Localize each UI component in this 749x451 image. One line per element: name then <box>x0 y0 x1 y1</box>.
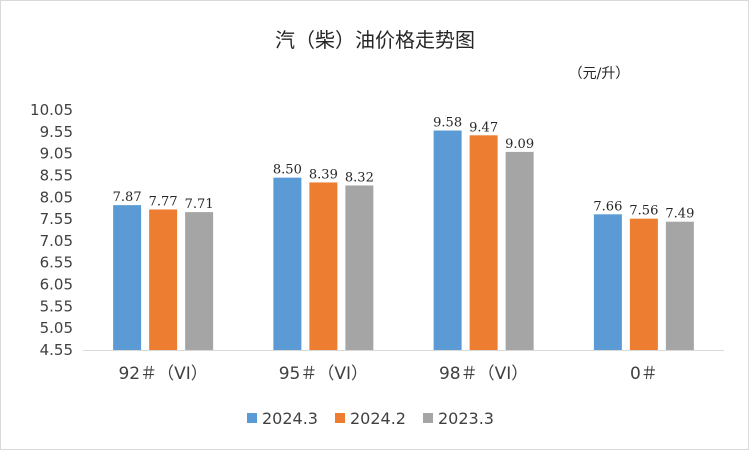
y-tick-label: 9.05 <box>40 145 73 163</box>
y-tick-label: 7.55 <box>40 210 73 228</box>
bar <box>185 212 214 350</box>
data-label: 7.49 <box>665 207 694 222</box>
data-label: 7.71 <box>185 197 214 212</box>
bar <box>629 218 658 350</box>
legend-swatch <box>247 413 257 423</box>
y-tick-label: 8.55 <box>40 166 73 184</box>
bar <box>273 177 302 350</box>
bar <box>113 205 142 350</box>
data-label: 9.58 <box>433 116 462 131</box>
y-tick-label: 7.05 <box>40 232 73 250</box>
chart-title: 汽（柴）油价格走势图 <box>275 28 475 52</box>
x-tick-label: 95＃（VI） <box>279 364 368 384</box>
y-tick-label: 5.05 <box>40 319 73 337</box>
legend-swatch <box>335 413 345 423</box>
y-tick-label: 6.55 <box>40 254 73 272</box>
data-label: 8.39 <box>309 167 338 182</box>
y-tick-label: 10.05 <box>30 101 73 119</box>
data-label: 8.32 <box>345 170 374 185</box>
bar <box>469 135 498 350</box>
y-tick-label: 9.55 <box>40 123 73 141</box>
legend-swatch <box>423 413 433 423</box>
bar <box>149 209 178 350</box>
data-label: 9.09 <box>505 137 534 152</box>
x-tick-label: 92＃（VI） <box>118 364 207 384</box>
y-axis: 10.05 9.55 9.05 8.55 8.05 7.55 7.05 6.55 6.05 5.5… <box>30 101 73 359</box>
legend-label: 2024.3 <box>262 409 318 428</box>
x-tick-label: 98＃（VI） <box>439 364 528 384</box>
unit-label: （元/升） <box>569 66 630 82</box>
x-axis: 92＃（VI） 95＃（VI） 98＃（VI） 0＃ <box>83 350 724 384</box>
y-tick-label: 4.55 <box>40 341 73 359</box>
y-tick-label: 8.05 <box>40 188 73 206</box>
data-label: 9.47 <box>469 120 498 135</box>
data-label: 7.66 <box>593 199 622 214</box>
legend: 2024.3 2024.2 2023.3 <box>247 409 494 428</box>
y-tick-label: 5.55 <box>40 297 73 315</box>
y-tick-label: 6.05 <box>40 276 73 294</box>
legend-label: 2023.3 <box>438 409 494 428</box>
bar <box>593 214 622 350</box>
data-label: 8.50 <box>273 163 302 178</box>
x-tick-label: 0＃ <box>630 364 658 384</box>
legend-label: 2024.2 <box>350 409 406 428</box>
bar <box>309 182 338 350</box>
bar <box>345 185 374 350</box>
bar <box>505 151 534 350</box>
data-label: 7.87 <box>113 190 142 205</box>
bar-group: 7.87 7.77 7.71 8.50 8.39 8.32 9.58 9.47 9.09 7.66… <box>113 116 694 350</box>
bar <box>665 221 694 350</box>
data-label: 7.77 <box>149 194 178 209</box>
bar <box>433 130 462 350</box>
data-label: 7.56 <box>629 204 658 219</box>
